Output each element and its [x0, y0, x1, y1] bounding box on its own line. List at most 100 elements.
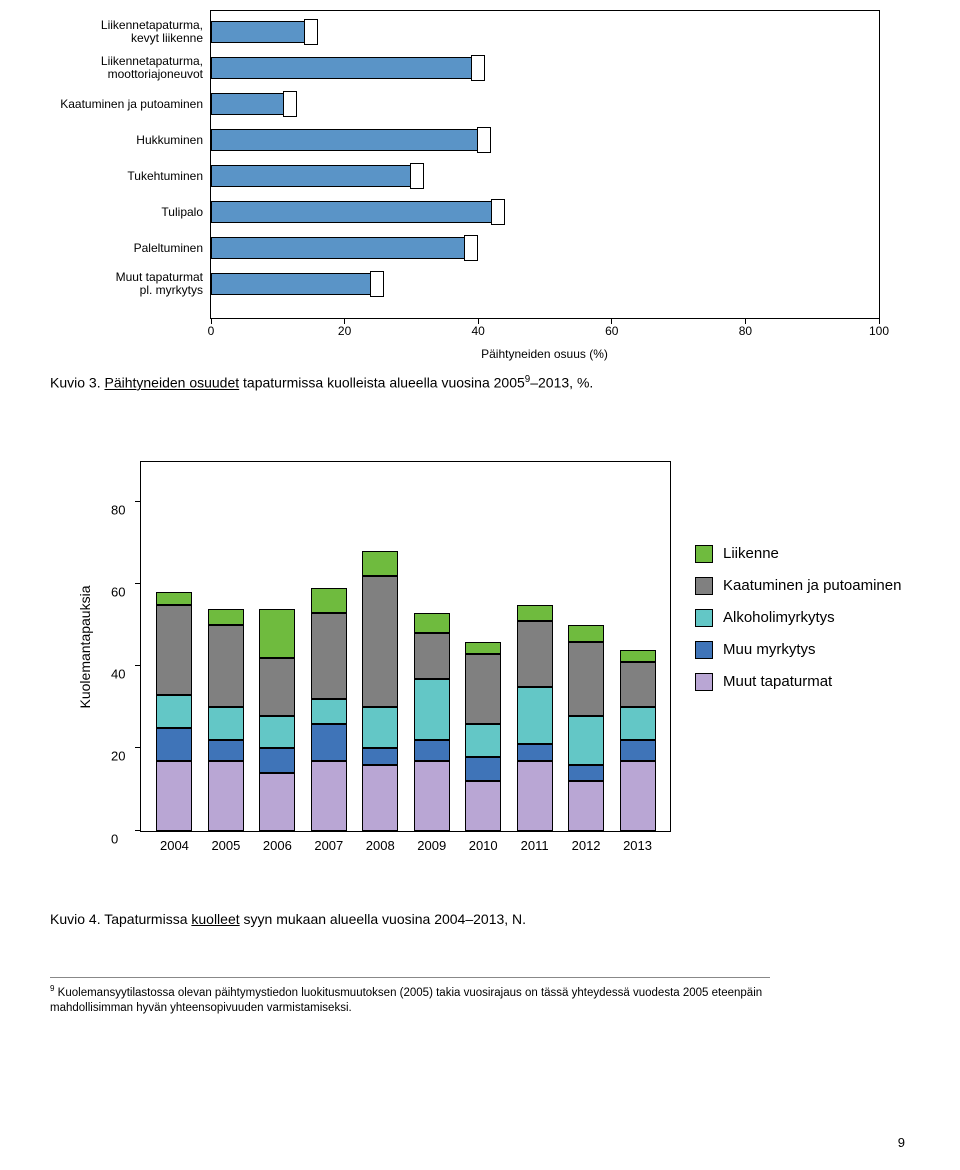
bar-fill	[211, 201, 492, 223]
caption-mid: tapaturmissa kuolleista alueella vuosina…	[239, 375, 525, 391]
bar-row: Hukkuminen	[211, 129, 879, 151]
bar-segment	[311, 724, 347, 761]
legend-swatch	[695, 673, 713, 691]
y-tick-label: 40	[111, 667, 125, 682]
x-tick-label: 60	[605, 324, 618, 338]
bar-segment	[620, 650, 656, 662]
bar-segment	[568, 625, 604, 641]
bar-label: Kaatuminen ja putoaminen	[43, 93, 211, 115]
bar-fill	[211, 237, 465, 259]
x-tick-label: 20	[338, 324, 351, 338]
deaths-by-cause-stackedchart: 2004200520062007200820092010201120122013…	[50, 451, 910, 891]
y-tick-label: 60	[111, 585, 125, 600]
bar-segment	[208, 761, 244, 831]
legend-swatch	[695, 577, 713, 595]
legend-item: Muut tapaturmat	[695, 673, 901, 691]
bar-row: Kaatuminen ja putoaminen	[211, 93, 879, 115]
bar-segment	[465, 781, 501, 830]
bar-row: Liikennetapaturma, moottoriajoneuvot	[211, 57, 879, 79]
caption-link: Päihtyneiden osuudet	[104, 375, 239, 391]
bar-row: Tukehtuminen	[211, 165, 879, 187]
bar-cap	[491, 199, 505, 225]
bar-segment	[414, 633, 450, 678]
legend-swatch	[695, 545, 713, 563]
bar-segment	[465, 757, 501, 782]
x-category-label: 2009	[417, 838, 446, 853]
bar-segment	[517, 687, 553, 745]
bar-segment	[259, 658, 295, 716]
bar-row: Tulipalo	[211, 201, 879, 223]
figure3-caption: Kuvio 3. Päihtyneiden osuudet tapaturmis…	[50, 374, 910, 391]
bar-cap	[477, 127, 491, 153]
bar-segment	[517, 621, 553, 687]
bar-segment	[362, 748, 398, 764]
bar-fill	[211, 57, 472, 79]
page-number: 9	[898, 1135, 905, 1150]
bar-label: Tulipalo	[43, 201, 211, 223]
legend-swatch	[695, 609, 713, 627]
bar-segment	[568, 765, 604, 781]
bar-label: Hukkuminen	[43, 129, 211, 151]
legend: LiikenneKaatuminen ja putoaminenAlkoholi…	[695, 531, 901, 705]
bar-segment	[311, 588, 347, 613]
bar-cap	[471, 55, 485, 81]
bar-segment	[156, 728, 192, 761]
bar-segment	[208, 707, 244, 740]
bar-segment	[465, 654, 501, 724]
bar-fill	[211, 165, 411, 187]
caption2-end: syyn mukaan alueella vuosina 2004–2013, …	[240, 911, 526, 927]
bar-segment	[568, 716, 604, 765]
bar-label: Muut tapaturmat pl. myrkytys	[43, 273, 211, 295]
bar-segment	[259, 773, 295, 831]
x-category-label: 2013	[623, 838, 652, 853]
legend-label: Liikenne	[723, 545, 779, 562]
caption2-prefix: Kuvio 4. Tapaturmissa	[50, 911, 191, 927]
x-category-label: 2012	[572, 838, 601, 853]
x-category-label: 2005	[211, 838, 240, 853]
caption-end: –2013, %.	[530, 375, 593, 391]
bar-label: Liikennetapaturma, moottoriajoneuvot	[43, 57, 211, 79]
bar-segment	[465, 642, 501, 654]
caption-prefix: Kuvio 3.	[50, 375, 104, 391]
legend-label: Muut tapaturmat	[723, 673, 832, 690]
caption2-link: kuolleet	[191, 911, 239, 927]
bar-segment	[568, 642, 604, 716]
bar-segment	[362, 707, 398, 748]
bar-segment	[414, 613, 450, 634]
bar-segment	[414, 679, 450, 741]
intoxication-share-barchart: Liikennetapaturma, kevyt liikenneLiikenn…	[50, 0, 910, 368]
x-tick-label: 80	[739, 324, 752, 338]
bar-segment	[620, 740, 656, 761]
bar-fill	[211, 129, 478, 151]
legend-item: Alkoholimyrkytys	[695, 609, 901, 627]
bar-segment	[156, 761, 192, 831]
bar-segment	[465, 724, 501, 757]
x-category-label: 2008	[366, 838, 395, 853]
bar-segment	[414, 740, 450, 761]
bar-segment	[311, 613, 347, 699]
x-category-label: 2011	[521, 838, 549, 853]
x-axis-label: Päihtyneiden osuus (%)	[481, 347, 608, 361]
y-axis-label: Kuolemantapauksia	[77, 585, 93, 708]
x-category-label: 2006	[263, 838, 292, 853]
bar-segment	[362, 576, 398, 708]
legend-label: Alkoholimyrkytys	[723, 609, 835, 626]
bar-segment	[414, 761, 450, 831]
bar-label: Liikennetapaturma, kevyt liikenne	[43, 21, 211, 43]
bar-segment	[311, 699, 347, 724]
footnote: 9 Kuolemansyytilastossa olevan päihtymys…	[50, 977, 770, 1017]
bar-row: Paleltuminen	[211, 237, 879, 259]
footnote-text: Kuolemansyytilastossa olevan päihtymysti…	[50, 986, 762, 1014]
bar-label: Paleltuminen	[43, 237, 211, 259]
bar-segment	[620, 662, 656, 707]
y-tick-label: 20	[111, 749, 125, 764]
bar-cap	[410, 163, 424, 189]
bar-fill	[211, 273, 371, 295]
bar-segment	[517, 605, 553, 621]
x-tick-label: 100	[869, 324, 889, 338]
bar-segment	[517, 744, 553, 760]
bar-segment	[568, 781, 604, 830]
bar-cap	[283, 91, 297, 117]
x-category-label: 2007	[314, 838, 343, 853]
bar-segment	[517, 761, 553, 831]
